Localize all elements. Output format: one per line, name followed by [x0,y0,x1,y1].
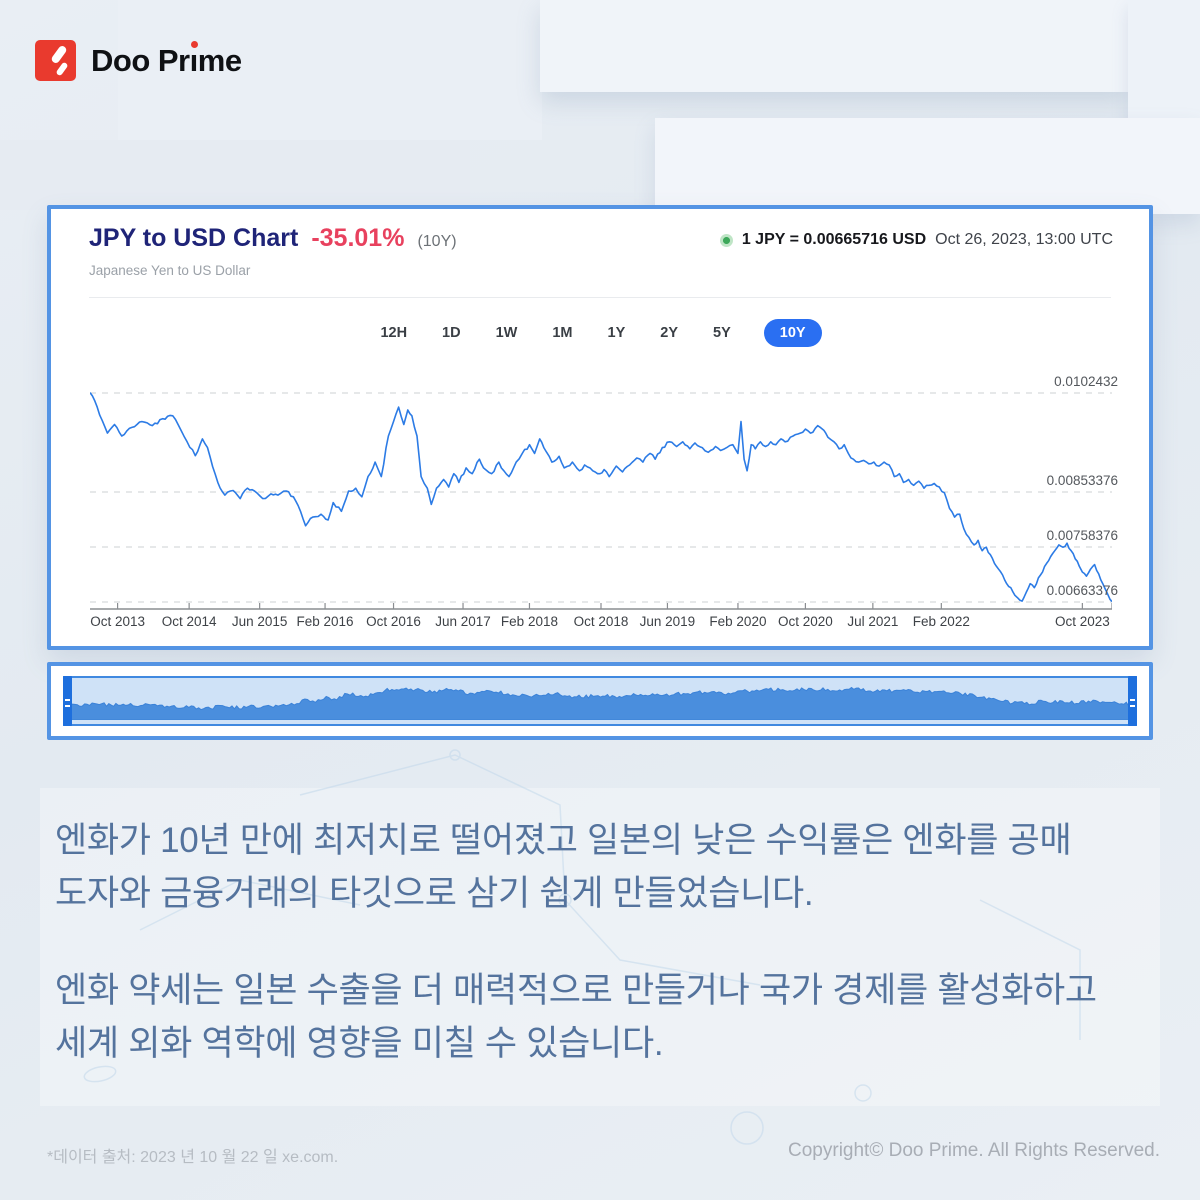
chart-navigator-box [47,662,1153,740]
x-axis-label: Oct 2020 [777,614,833,629]
navigator-area-svg [65,686,1131,720]
x-axis-label: Jun 2015 [231,614,288,629]
background-panel [540,0,1128,92]
range-button-1w[interactable]: 1W [495,325,518,341]
x-axis-label: Oct 2018 [573,614,629,629]
live-status-dot-icon [719,233,733,247]
chart-subtitle: Japanese Yen to US Dollar [89,263,251,278]
live-quote: 1 JPY = 0.00665716 USD Oct 26, 2023, 13:… [719,231,1113,249]
x-axis-label: Jul 2021 [847,614,899,629]
logo-i-dot [190,40,198,48]
range-button-2y[interactable]: 2Y [660,325,678,341]
body-paragraph-2: 엔화 약세는 일본 수출을 더 매력적으로 만들거나 국가 경제를 활성화하고 … [55,971,1097,1064]
copyright-notice: Copyright© Doo Prime. All Rights Reserve… [788,1140,1160,1161]
quote-timestamp: Oct 26, 2023, 13:00 UTC [935,231,1113,248]
y-axis-label: 0.00853376 [1046,472,1118,488]
data-source-note: *데이터 출처: 2023 년 10 월 22 일 xe.com. [47,1149,339,1166]
time-range-selector: 12H 1D 1W 1M 1Y 2Y 5Y 10Y [51,319,1149,347]
chart-change-percent: -35.01% [311,224,405,252]
main-chart-svg[interactable] [89,379,1113,613]
x-axis-label: Feb 2022 [912,614,970,629]
x-axis-label: Jun 2019 [639,614,696,629]
x-axis-label: Feb 2016 [296,614,354,629]
price-line-series [89,392,1113,603]
quote-rate: 1 JPY = 0.00665716 USD [741,231,927,248]
y-axis-label: 0.00758376 [1046,527,1118,543]
chart-title-row: JPY to USD Chart -35.01% (10Y) [89,224,457,253]
range-button-1d[interactable]: 1D [442,325,461,341]
navigator-area-series [65,686,1131,720]
doo-prime-logo: Doo Prı me [35,40,242,81]
range-button-5y[interactable]: 5Y [713,325,731,341]
exchange-rate-chart-card: JPY to USD Chart -35.01% (10Y) 1 JPY = 0… [47,205,1153,650]
header-divider [89,297,1111,298]
background-panel [0,140,470,210]
x-axis-label: Oct 2014 [161,614,217,629]
range-button-1y[interactable]: 1Y [607,325,626,341]
chart-title: JPY to USD Chart [89,224,299,252]
navigator-right-handle[interactable] [1128,676,1137,726]
line-chart-plot[interactable]: 0.0102432 0.00853376 0.00758376 0.00663376 O… [89,374,1118,635]
y-axis-label: 0.0102432 [1054,374,1118,390]
x-axis-label: Oct 2016 [366,614,421,629]
range-button-12h[interactable]: 12H [380,325,408,341]
navigator-left-handle[interactable] [63,676,72,726]
range-button-10y[interactable]: 10Y [763,319,822,347]
y-axis-label: 0.00663376 [1046,583,1118,598]
chart-navigator-strip[interactable] [63,676,1137,726]
doo-prime-wordmark: Doo Prı me [91,40,242,78]
x-axis-label: Oct 2023 [1054,614,1110,629]
x-axis-label: Feb 2020 [709,614,767,629]
doo-prime-logo-icon [35,40,76,81]
body-paragraph-1: 엔화가 10년 만에 최저치로 떨어졌고 일본의 낮은 수익률은 엔화를 공매 … [55,821,1072,914]
chart-change-period: (10Y) [417,233,457,250]
x-axis-label: Jun 2017 [435,614,491,629]
x-axis-label: Feb 2018 [500,614,558,629]
range-button-1m[interactable]: 1M [552,325,573,341]
x-axis-label: Oct 2013 [90,614,145,629]
background-panel [655,118,1200,214]
background-panel [118,0,542,140]
